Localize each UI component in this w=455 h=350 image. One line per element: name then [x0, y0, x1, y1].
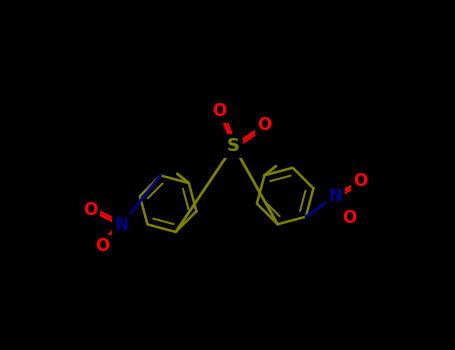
Text: O: O	[257, 116, 272, 134]
Text: S: S	[227, 137, 240, 155]
Text: O: O	[83, 201, 97, 219]
Text: O: O	[96, 237, 110, 255]
Text: N: N	[114, 216, 128, 234]
Text: O: O	[212, 102, 227, 120]
Text: O: O	[342, 209, 356, 226]
Text: N: N	[328, 187, 342, 205]
Text: O: O	[354, 172, 368, 190]
